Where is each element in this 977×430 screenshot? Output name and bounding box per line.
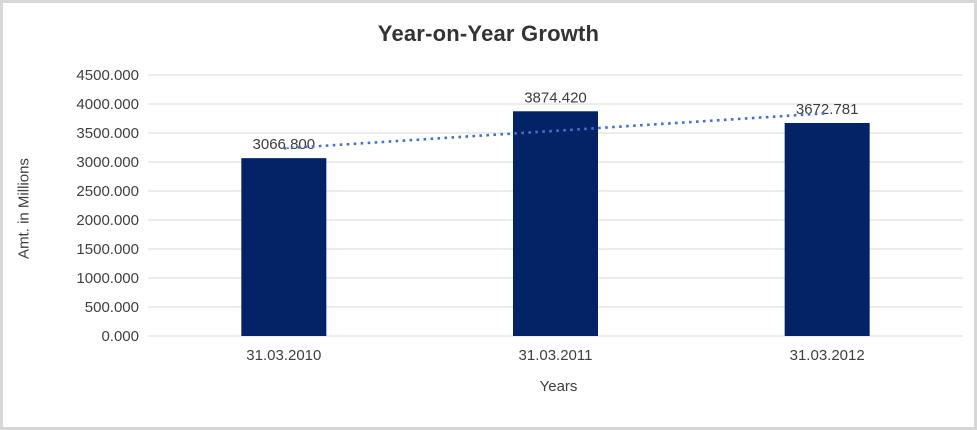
plot-area: 0.000 500.000 1000.000 1500.000 2000.000 2500… (76, 67, 963, 364)
y-axis-tick-label: 2000.000 (76, 212, 139, 229)
chart-title: Year-on-Year Growth (377, 21, 600, 46)
x-axis-tick-label: 31.03.2010 (246, 347, 321, 364)
y-axis-tick-label: 3500.000 (76, 125, 139, 142)
bar-value-label: 3672.781 (796, 101, 859, 118)
x-axis-tick-label: 31.03.2011 (519, 347, 593, 364)
y-axis-tick-label: 2500.000 (76, 183, 139, 200)
y-axis-tick-label: 4500.000 (76, 67, 139, 84)
bar-value-label: 3874.420 (524, 89, 587, 106)
bar (513, 111, 598, 337)
y-axis-tick-label: 3000.000 (76, 154, 139, 171)
y-axis-tick-label: 1500.000 (76, 241, 139, 258)
y-axis-tick-label: 4000.000 (76, 96, 139, 113)
y-axis-tick-label: 500.000 (85, 299, 139, 316)
bar-value-label: 3066.800 (253, 136, 316, 153)
bar (784, 122, 870, 336)
x-axis-title: Years (539, 378, 578, 395)
y-axis-tick-label: 0.000 (101, 328, 139, 345)
y-axis-tick-label: 1000.000 (76, 270, 139, 287)
bar (241, 158, 327, 336)
x-axis-tick-label: 31.03.2012 (790, 347, 865, 364)
